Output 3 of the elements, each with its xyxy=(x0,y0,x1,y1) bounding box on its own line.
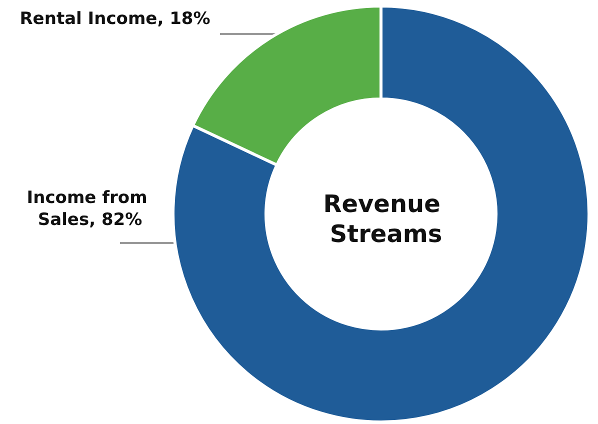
slice-label: Income from Sales, 82% xyxy=(26,188,154,230)
text: Revenue Streams xyxy=(323,190,449,248)
slice-label: Rental Income, 18% xyxy=(20,9,210,29)
